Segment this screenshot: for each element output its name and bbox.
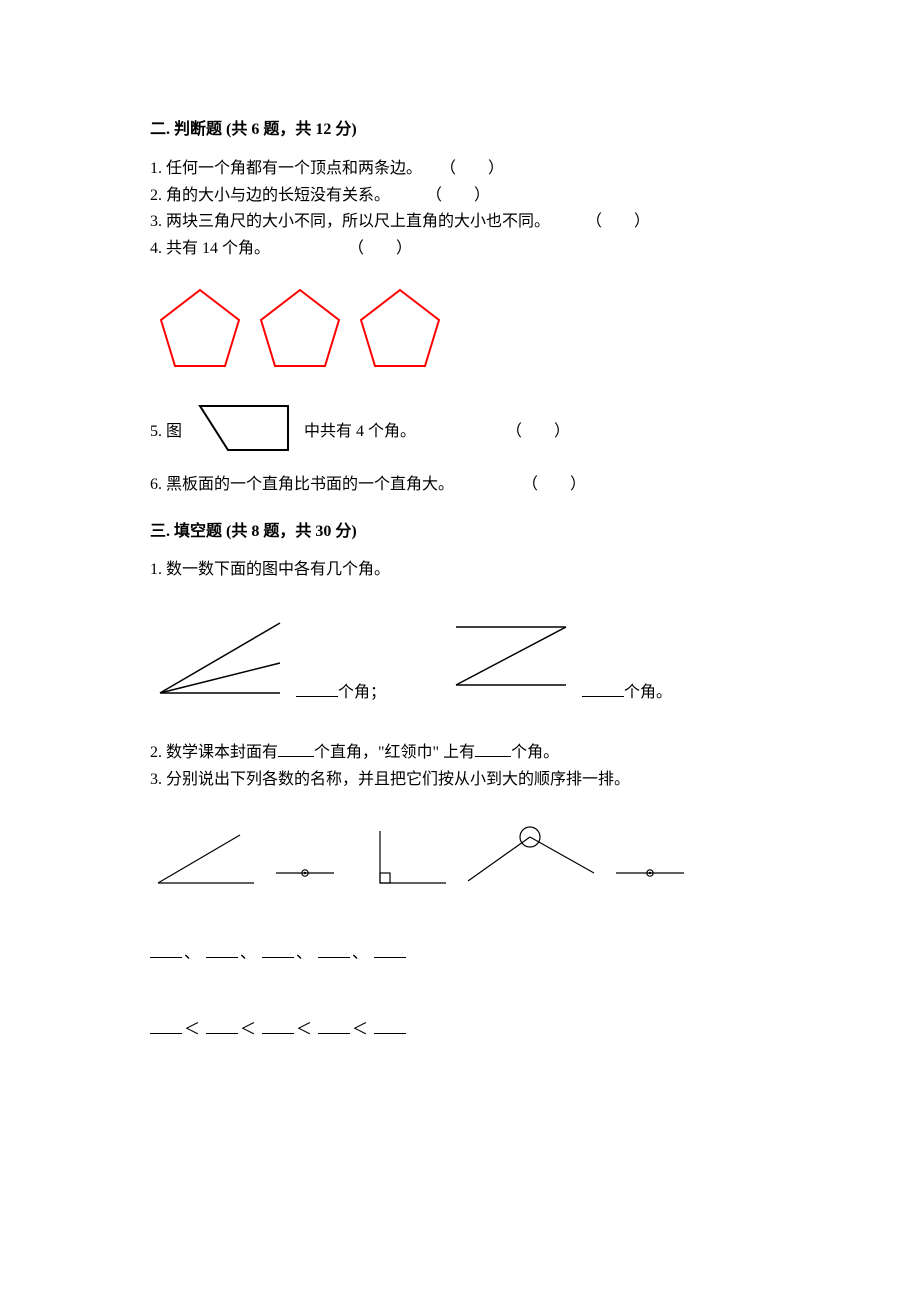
name-blanks-row: 、 、 、 、 <box>150 941 770 967</box>
judge-title: 二. 判断题 (共 6 题，共 12 分) <box>150 118 770 143</box>
fill-title: 三. 填空题 (共 8 题，共 30 分) <box>150 520 770 545</box>
judge-q4-text: 4. 共有 14 个角。 <box>150 240 270 257</box>
judge-q1: 1. 任何一个角都有一个顶点和两条边。 （ ） <box>150 157 770 182</box>
blank[interactable] <box>475 740 511 757</box>
z-angle-figure <box>446 613 576 712</box>
fill-q3-figures <box>150 823 770 902</box>
judge-q1-text: 1. 任何一个角都有一个顶点和两条边。 <box>150 160 422 177</box>
paren: （ ） <box>426 184 490 209</box>
fill-q2-mid: 个直角，"红领巾" 上有 <box>314 744 475 761</box>
obtuse-angle-figure <box>460 823 600 902</box>
sep: 、 <box>240 945 256 962</box>
judge-q4: 4. 共有 14 个角。 （ ） <box>150 237 770 262</box>
paren: （ ） <box>440 157 504 182</box>
acute-angle-figure <box>150 823 260 902</box>
pentagon-figure <box>150 276 770 386</box>
unit-text: 个角。 <box>624 681 672 706</box>
fill-q2-post: 个角。 <box>511 744 559 761</box>
judge-q3-text: 3. 两块三角尺的大小不同，所以尺上直角的大小也不同。 <box>150 213 550 230</box>
blank[interactable] <box>206 941 238 958</box>
blank[interactable] <box>278 740 314 757</box>
paren: （ ） <box>506 420 570 445</box>
sep: 、 <box>352 945 368 962</box>
fill-q1-figures: 个角； 个角。 <box>150 613 770 712</box>
judge-q5-pre: 5. 图 <box>150 420 182 445</box>
lt: ＜ <box>184 1021 200 1038</box>
straight-line-figure-2 <box>610 823 690 902</box>
paren: （ ） <box>586 210 650 235</box>
judge-q6-text: 6. 黑板面的一个直角比书面的一个直角大。 <box>150 476 454 493</box>
judge-q5: 5. 图 中共有 4 个角。 （ ） <box>150 400 770 465</box>
fill-q3: 3. 分别说出下列各数的名称，并且把它们按从小到大的顺序排一排。 <box>150 768 770 793</box>
sep: 、 <box>184 945 200 962</box>
judge-q6: 6. 黑板面的一个直角比书面的一个直角大。 （ ） <box>150 473 770 498</box>
blank[interactable] <box>318 941 350 958</box>
paren: （ ） <box>522 473 586 498</box>
blank[interactable] <box>318 1017 350 1034</box>
lt: ＜ <box>240 1021 256 1038</box>
blank[interactable] <box>296 680 338 697</box>
blank[interactable] <box>374 941 406 958</box>
paren: （ ） <box>348 237 412 262</box>
judge-q3: 3. 两块三角尺的大小不同，所以尺上直角的大小也不同。 （ ） <box>150 210 770 235</box>
blank[interactable] <box>206 1017 238 1034</box>
lt: ＜ <box>352 1021 368 1038</box>
fill-q1: 1. 数一数下面的图中各有几个角。 <box>150 558 770 583</box>
judge-q2-text: 2. 角的大小与边的长短没有关系。 <box>150 187 390 204</box>
blank[interactable] <box>582 680 624 697</box>
judge-q2: 2. 角的大小与边的长短没有关系。 （ ） <box>150 184 770 209</box>
fill-q2-pre: 2. 数学课本封面有 <box>150 744 278 761</box>
fill-q2: 2. 数学课本封面有 个直角，"红领巾" 上有 个角。 <box>150 740 770 766</box>
lt: ＜ <box>296 1021 312 1038</box>
worksheet-page: 二. 判断题 (共 6 题，共 12 分) 1. 任何一个角都有一个顶点和两条边… <box>0 0 920 1302</box>
sep: 、 <box>296 945 312 962</box>
quad-figure <box>188 400 298 465</box>
judge-q5-post: 中共有 4 个角。 <box>304 420 416 445</box>
straight-line-figure <box>270 823 340 902</box>
blank[interactable] <box>262 1017 294 1034</box>
unit-text: 个角； <box>338 681 386 706</box>
blank[interactable] <box>150 941 182 958</box>
compare-blanks-row: ＜ ＜ ＜ ＜ <box>150 1017 770 1043</box>
blank[interactable] <box>262 941 294 958</box>
blank[interactable] <box>374 1017 406 1034</box>
right-angle-figure <box>350 823 450 902</box>
angle-fan-figure <box>150 613 290 712</box>
blank[interactable] <box>150 1017 182 1034</box>
